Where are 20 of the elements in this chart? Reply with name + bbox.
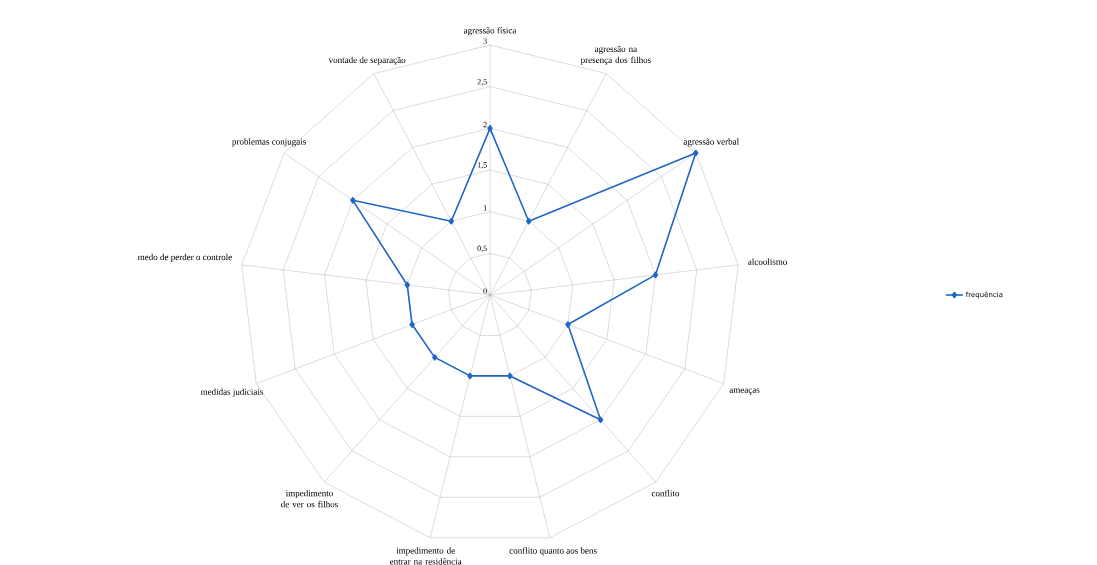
spoke-label: agressão verbal [683, 138, 739, 147]
y-tick-label: 2 [483, 121, 487, 128]
spoke-label: agressão física [463, 27, 517, 36]
spoke-label: medidas judiciais [200, 388, 264, 397]
y-tick-label: 3 [483, 38, 487, 44]
y-tick-label: 1 [483, 205, 487, 211]
y-tick-label: 2,5 [477, 78, 487, 86]
spoke-label: impedimento de entrar na residência [390, 547, 462, 565]
y-tick-label: 0 [483, 288, 487, 294]
spoke-label: conflito [651, 489, 680, 497]
spoke-label: agressão na presença dos filhos [580, 45, 651, 65]
spoke-label: vontade de separação [328, 56, 406, 65]
spoke-label: alcoolismo [748, 258, 787, 265]
y-tick-label: 0,5 [477, 245, 487, 253]
spoke-label: conflito quanto aos bens [509, 547, 597, 556]
spoke-label: ameaças [729, 388, 760, 395]
spoke-label: impedimento de ver os filhos [281, 489, 338, 508]
spoke-label: medo de perder o controle [137, 253, 232, 262]
y-tick-label: 1,5 [477, 162, 487, 169]
spoke-label: problemas conjugais [232, 138, 306, 147]
